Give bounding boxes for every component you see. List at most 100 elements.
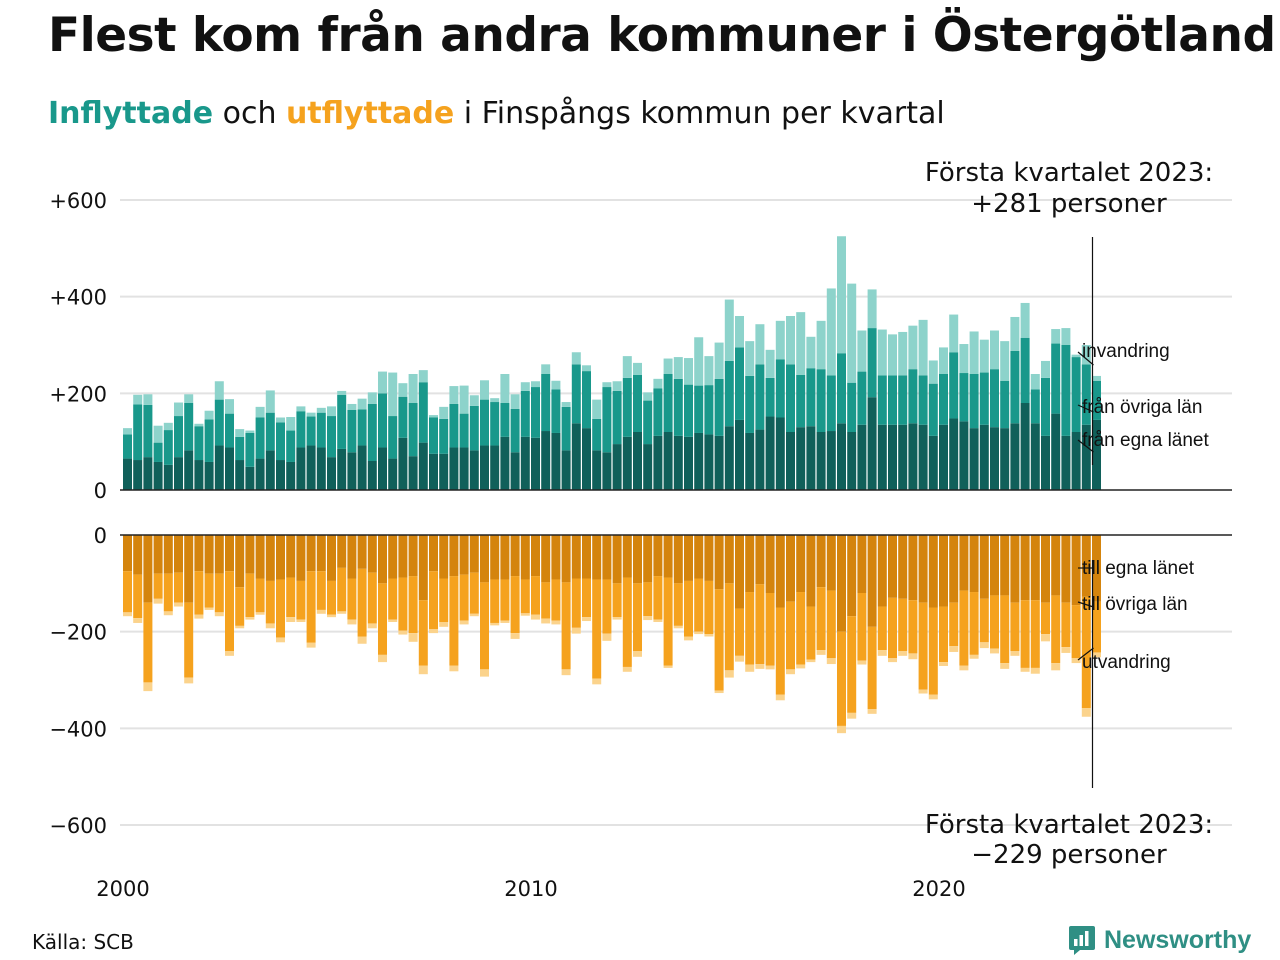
bar-in-own [418,442,428,490]
bar-in-other [286,430,296,462]
bar-out-emig [429,629,438,634]
bar-in-other [541,374,551,432]
bar-out-other [643,582,653,617]
bar-out-other [276,579,285,638]
bar-out-other [1061,602,1071,648]
bar-in-own [837,423,846,490]
bar-in-own [133,460,143,490]
bar-in-immig [877,329,887,376]
bar-out-other [571,578,581,628]
bar-out-other [337,567,347,612]
y-tick-label-bottom: −200 [49,621,107,645]
bar-in-immig [286,417,296,431]
bar-in-own [1020,403,1030,490]
bar-out-emig [367,623,377,629]
bar-in-own [174,457,183,490]
bar-in-immig [898,331,908,376]
bar-in-other [786,364,795,432]
bar-in-own [816,432,826,490]
bar-in-immig [837,236,846,354]
bar-in-immig [500,374,510,403]
bar-out-own [1020,535,1030,601]
bar-in-own [500,436,510,490]
bar-in-immig [888,334,897,376]
bar-in-own [1071,432,1081,490]
bar-in-own [490,445,500,490]
bar-in-other [602,387,612,453]
bar-in-immig [449,386,459,404]
bar-in-other [949,352,959,419]
bar-out-emig [551,620,561,625]
bar-in-other [775,359,785,418]
bar-in-other [1041,377,1050,436]
bar-out-emig [133,618,143,623]
bar-out-own [347,535,357,579]
bar-out-emig [622,666,632,672]
bar-in-immig [184,394,194,403]
bar-in-other [153,442,163,462]
bar-in-own [184,450,194,490]
bar-out-other [582,578,591,618]
bar-out-other [225,571,234,651]
bar-in-own [449,447,459,490]
bar-out-own [622,535,632,578]
bar-out-emig [174,602,183,607]
bar-out-own [1010,535,1020,603]
labels: +600 +400 +200 0 0 −200 −400 −600 2000 2010 2020 Fö… [49,158,1213,901]
bar-out-other [1030,600,1040,668]
bar-out-other [622,577,632,667]
bar-in-immig [225,399,234,414]
bar-out-emig [388,619,398,622]
bar-out-own [806,535,816,607]
bar-out-other [265,580,275,624]
segment-label-out: utvandring [1082,652,1171,673]
brand[interactable]: Newsworthy [1068,924,1251,956]
bar-in-other [622,377,632,437]
bar-in-other [908,369,918,424]
bar-in-other [990,369,999,428]
bar-out-other [357,568,367,637]
bar-out-own [1051,535,1061,596]
bar-out-emig [765,665,775,670]
bar-in-immig [357,398,367,410]
bar-out-emig [327,614,336,618]
bar-out-other [204,573,214,608]
bar-in-own [143,457,153,490]
bar-in-own [541,431,551,490]
bar-in-other [214,399,224,446]
segment-label-in: från övriga län [1082,397,1202,418]
bar-out-own [1030,535,1040,601]
bar-out-emig [969,654,979,659]
bar-out-own [194,535,204,572]
leader-line-in [1077,351,1094,366]
bar-out-own [633,535,642,584]
bar-in-own [612,444,622,490]
bar-out-other [296,580,306,620]
bar-out-other [306,571,316,643]
bar-out-own [388,535,398,579]
bar-out-own [888,535,897,598]
bar-out-other [602,579,612,634]
brand-name: Newsworthy [1104,925,1252,954]
bar-in-immig [684,358,693,385]
bar-out-own [735,535,744,609]
bar-in-other [520,390,530,437]
bar-in-own [786,432,795,490]
bar-out-other [520,579,530,614]
bar-out-own [592,535,602,580]
bar-out-other [245,573,255,618]
bar-in-immig [204,410,214,420]
bar-in-other [867,328,877,398]
bar-out-own [714,535,724,590]
bar-out-own [1061,535,1071,603]
segment-label-out: till övriga län [1082,594,1188,615]
bar-in-immig [1071,354,1081,358]
bar-out-own [1041,535,1050,603]
bar-in-other [1000,380,1010,429]
bar-in-immig [786,316,795,365]
bar-out-own [531,535,540,577]
bar-out-emig [1081,708,1091,717]
bar-out-other [327,580,336,615]
bar-out-other [378,583,387,655]
bar-out-own [979,535,989,599]
